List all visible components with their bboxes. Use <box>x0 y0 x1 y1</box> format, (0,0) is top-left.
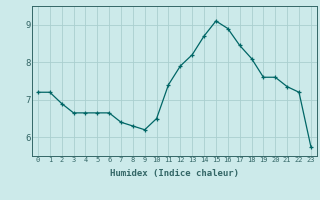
X-axis label: Humidex (Indice chaleur): Humidex (Indice chaleur) <box>110 169 239 178</box>
